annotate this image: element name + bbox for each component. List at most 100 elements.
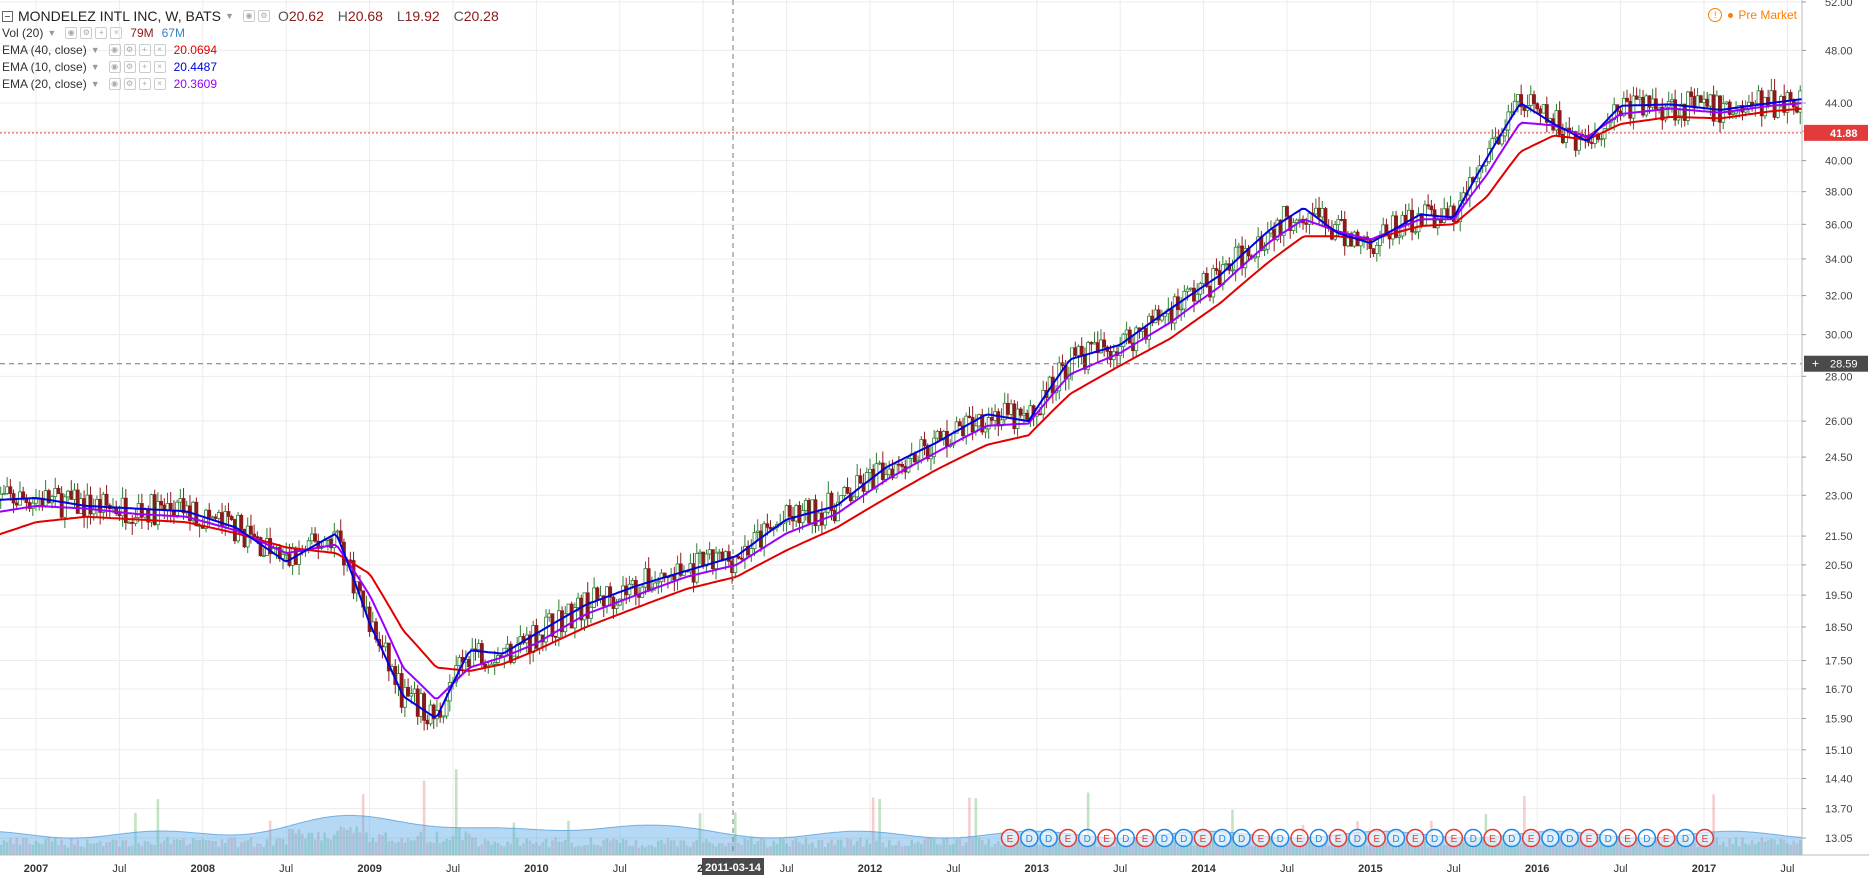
volume-bar (1535, 838, 1539, 855)
settings-icon[interactable]: ⚙ (123, 78, 136, 90)
candle-body (1124, 329, 1129, 335)
dividend-marker[interactable] (1155, 828, 1174, 848)
time-axis[interactable]: 2007Jul2008Jul2009Jul2010Jul20Jul2012Jul… (0, 854, 1869, 878)
close-icon[interactable]: × (110, 27, 123, 39)
volume-bar (374, 841, 378, 855)
chevron-down-icon[interactable]: ▼ (90, 62, 100, 72)
add-alert-icon[interactable]: + (1812, 357, 1819, 371)
settings-icon[interactable]: ⚙ (123, 61, 136, 73)
settings-icon[interactable]: ⚙ (80, 27, 93, 39)
volume-bar (1574, 837, 1577, 855)
earnings-marker[interactable] (1521, 828, 1541, 848)
close-icon[interactable]: × (153, 44, 166, 56)
visibility-icon[interactable]: ◉ (108, 44, 121, 56)
earnings-marker[interactable] (1193, 828, 1213, 848)
price-tick-label: 19.50 (1825, 590, 1853, 602)
dividend-marker[interactable] (1213, 828, 1232, 848)
indicator-row[interactable]: EMA (10, close) ▼ ◉ ⚙ + × 20.4487 (2, 60, 217, 74)
add-icon[interactable]: + (138, 44, 151, 56)
close-icon[interactable]: × (153, 61, 166, 73)
volume-bar (207, 840, 211, 855)
dividend-marker[interactable] (1348, 828, 1367, 848)
chevron-down-icon[interactable]: ▼ (225, 11, 234, 21)
marker-letter: D (1161, 834, 1168, 845)
volume-bar (640, 845, 644, 855)
volume-bar (650, 845, 654, 855)
indicator-row[interactable]: EMA (20, close) ▼ ◉ ⚙ + × 20.3609 (2, 77, 217, 91)
market-status[interactable]: ! Pre Market (1708, 8, 1797, 22)
volume-bar (1734, 837, 1738, 855)
earnings-marker[interactable] (1000, 828, 1020, 848)
earnings-marker[interactable] (1579, 828, 1599, 848)
earnings-marker[interactable] (1618, 828, 1637, 848)
dividend-marker[interactable] (1676, 828, 1695, 848)
settings-icon[interactable]: ⚙ (257, 10, 270, 22)
chevron-down-icon[interactable]: ▼ (47, 28, 57, 38)
dividend-marker[interactable] (1020, 828, 1039, 848)
add-icon[interactable]: + (138, 78, 151, 90)
dividend-marker[interactable] (1309, 828, 1329, 848)
indicator-label[interactable]: EMA (10, close) (2, 60, 87, 74)
dividend-marker[interactable] (1637, 828, 1657, 848)
candle-body (563, 613, 568, 633)
dividend-marker[interactable] (1463, 828, 1483, 848)
visibility-icon[interactable]: ◉ (65, 27, 78, 39)
earnings-marker[interactable] (1695, 828, 1715, 848)
dividend-marker[interactable] (1039, 828, 1058, 848)
earnings-marker[interactable] (1135, 828, 1155, 848)
dividend-marker[interactable] (1599, 828, 1618, 848)
visibility-icon[interactable]: ◉ (108, 78, 121, 90)
dividend-marker[interactable] (1541, 828, 1560, 848)
earnings-marker[interactable] (1251, 828, 1271, 848)
candle-body (1185, 288, 1190, 292)
earnings-marker[interactable] (1483, 828, 1502, 848)
dividend-marker[interactable] (1502, 828, 1522, 848)
volume-bar (1244, 846, 1247, 855)
volume-bar (772, 840, 776, 855)
earnings-marker[interactable] (1290, 828, 1309, 848)
dividend-marker[interactable] (1386, 828, 1406, 848)
visibility-icon[interactable]: ◉ (242, 10, 255, 22)
marker-letter: D (1084, 834, 1091, 845)
dividend-marker[interactable] (1560, 828, 1579, 848)
collapse-icon[interactable] (2, 10, 13, 22)
earnings-marker[interactable] (1444, 828, 1464, 848)
indicator-label[interactable]: EMA (20, close) (2, 77, 87, 91)
dividend-marker[interactable] (1174, 828, 1193, 848)
dividend-marker[interactable] (1116, 828, 1136, 848)
volume-bar (1038, 845, 1042, 855)
volume-bar (422, 780, 426, 855)
candle-body (14, 502, 19, 506)
visibility-icon[interactable]: ◉ (108, 61, 121, 73)
price-axis[interactable]: 52.0048.0044.0042.0040.0038.0036.0034.00… (1801, 0, 1869, 878)
earnings-marker[interactable] (1058, 828, 1078, 848)
volume-bar (1795, 843, 1799, 855)
dividend-marker[interactable] (1270, 828, 1290, 848)
add-icon[interactable]: + (95, 27, 108, 39)
earnings-marker[interactable] (1328, 828, 1348, 848)
indicator-row[interactable]: EMA (40, close) ▼ ◉ ⚙ + × 20.0694 (2, 43, 217, 57)
add-icon[interactable]: + (138, 61, 151, 73)
symbol-title[interactable]: MONDELEZ INTL INC, W, BATS (18, 8, 222, 24)
chevron-down-icon[interactable]: ▼ (90, 45, 100, 55)
indicator-label[interactable]: Vol (20) (2, 26, 44, 40)
chevron-down-icon[interactable]: ▼ (90, 79, 100, 89)
candle-body (1426, 204, 1431, 207)
dividend-marker[interactable] (1425, 828, 1444, 848)
indicator-row[interactable]: Vol (20) ▼ ◉ ⚙ + × 79M 67M (2, 26, 185, 40)
volume-bar (1558, 839, 1561, 855)
dividend-marker[interactable] (1232, 828, 1251, 848)
indicator-label[interactable]: EMA (40, close) (2, 43, 87, 57)
earnings-marker[interactable] (1367, 828, 1386, 848)
earnings-marker[interactable] (1656, 828, 1676, 848)
earnings-marker[interactable] (1097, 828, 1116, 848)
volume-bar (451, 836, 455, 855)
volume-bar (1763, 841, 1767, 855)
earnings-marker[interactable] (1406, 828, 1425, 848)
dividend-marker[interactable] (1077, 828, 1097, 848)
settings-icon[interactable]: ⚙ (123, 44, 136, 56)
close-icon[interactable]: × (153, 78, 166, 90)
volume-bar (1144, 842, 1148, 855)
